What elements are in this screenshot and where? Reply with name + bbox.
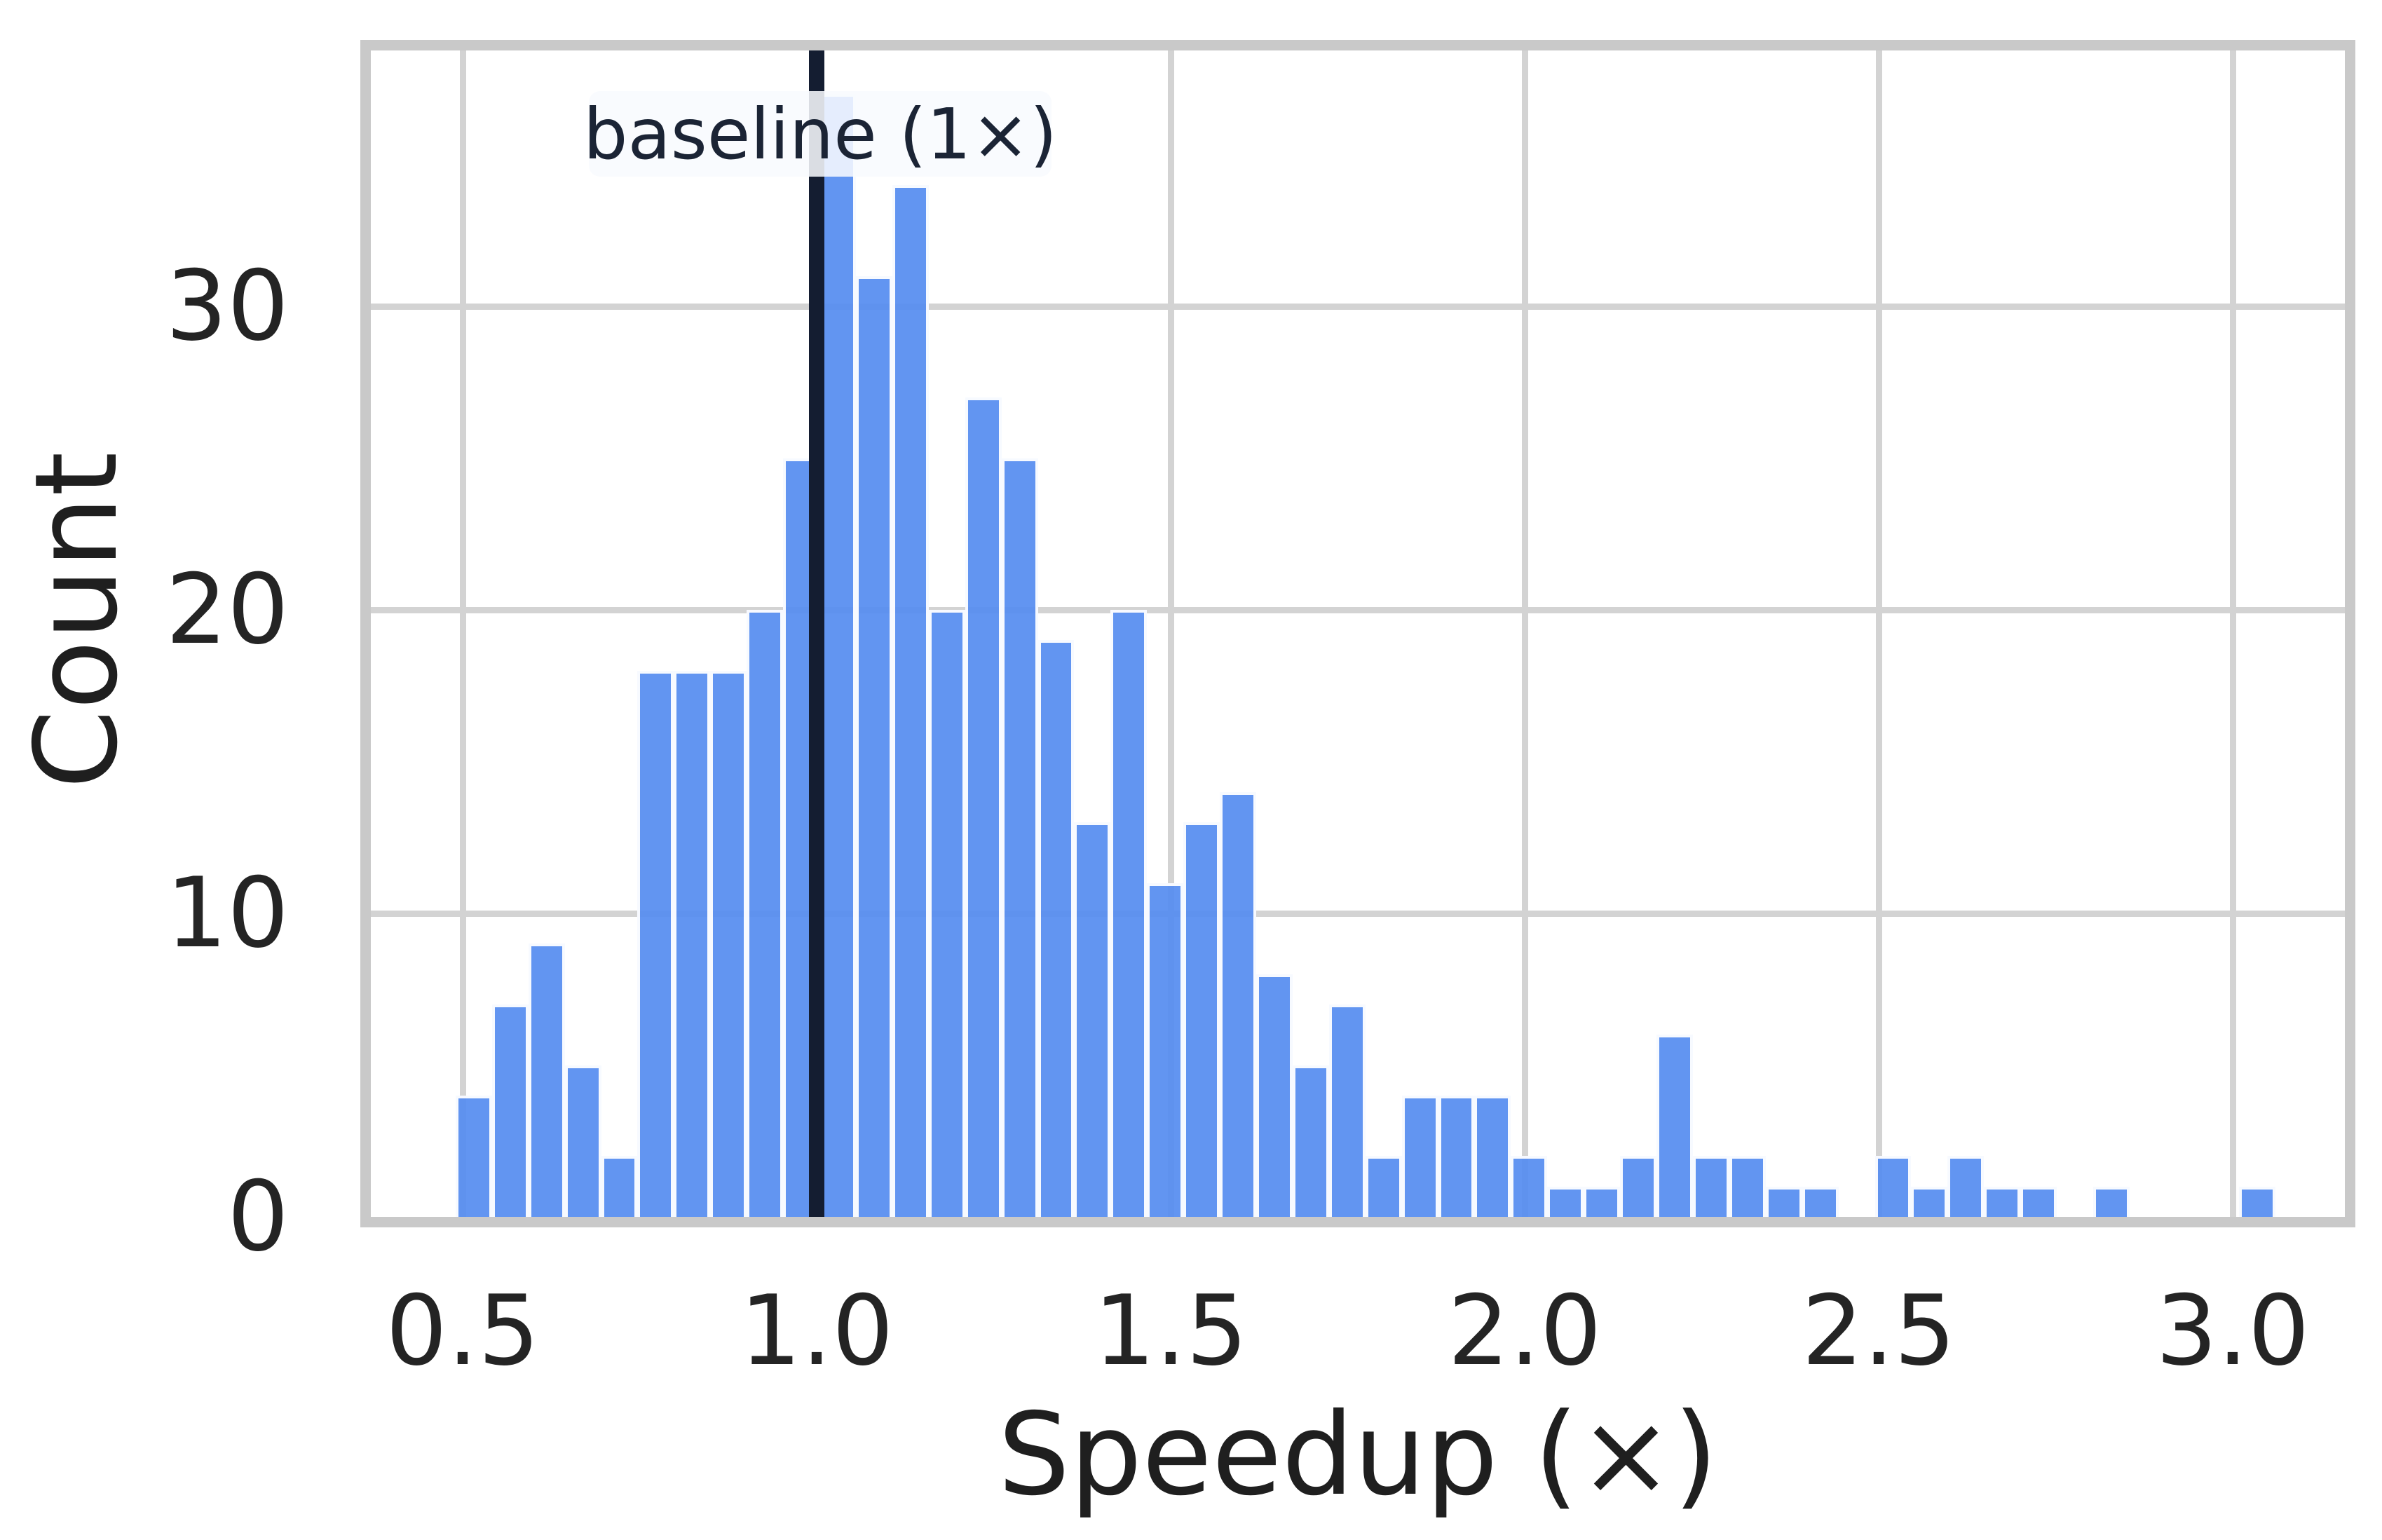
histogram-bar [1256, 974, 1293, 1217]
gridline-vertical [1168, 50, 1174, 1217]
histogram-bar [928, 610, 965, 1217]
histogram-bar [1765, 1186, 1802, 1217]
gridline-vertical [460, 50, 466, 1217]
histogram-bar [1292, 1065, 1329, 1217]
x-axis-label: Speedup (×) [998, 1389, 1718, 1521]
histogram-bar [819, 93, 856, 1217]
histogram-bar [674, 670, 711, 1217]
histogram-bar [2020, 1186, 2057, 1217]
histogram-bar [601, 1156, 638, 1217]
y-tick-label: 10 [165, 857, 289, 969]
histogram-bar [1874, 1156, 1912, 1217]
histogram-bar [1328, 1004, 1366, 1217]
gridline-vertical [2230, 50, 2236, 1217]
histogram-bar [1547, 1186, 1584, 1217]
histogram-bar [747, 610, 784, 1217]
histogram-bar [1183, 822, 1220, 1217]
baseline-line [809, 50, 824, 1217]
histogram-bar [1074, 822, 1111, 1217]
histogram-bar [1802, 1186, 1839, 1217]
histogram-bar [528, 943, 565, 1217]
histogram-bar [1692, 1156, 1729, 1217]
histogram-bar [1365, 1156, 1402, 1217]
histogram-bar [1110, 610, 1148, 1217]
histogram-bar [637, 670, 674, 1217]
histogram-bar [1147, 883, 1184, 1217]
histogram-bar [855, 275, 892, 1217]
histogram-bar [1438, 1095, 1475, 1217]
histogram-bar [1220, 791, 1256, 1217]
histogram-bar [1656, 1035, 1693, 1217]
y-tick-label: 0 [227, 1160, 289, 1273]
gridline-horizontal [371, 304, 2345, 310]
x-tick-label: 2.5 [1802, 1274, 1956, 1387]
x-tick-label: 1.5 [1094, 1274, 1248, 1387]
histogram-bar [2093, 1186, 2130, 1217]
histogram-bar [1511, 1156, 1548, 1217]
histogram-bar [1584, 1186, 1621, 1217]
y-axis-label: Count [11, 451, 143, 789]
x-tick-label: 1.0 [740, 1274, 894, 1387]
gridline-vertical [1876, 50, 1882, 1217]
histogram-bar [892, 184, 929, 1217]
gridline-vertical [1522, 50, 1528, 1217]
histogram-bar [1729, 1156, 1766, 1217]
histogram-bar [1401, 1095, 1438, 1217]
histogram-bar [564, 1065, 601, 1217]
histogram-bar [1474, 1095, 1511, 1217]
histogram-bar [965, 397, 1002, 1217]
histogram-bar [710, 670, 747, 1217]
histogram-bar [1037, 640, 1075, 1217]
gridline-horizontal [371, 607, 2345, 613]
histogram-bar [2238, 1186, 2275, 1217]
x-tick-label: 2.0 [1448, 1274, 1602, 1387]
baseline-annotation: baseline (1×) [583, 91, 1057, 177]
x-tick-label: 3.0 [2156, 1274, 2310, 1387]
histogram-bar [491, 1004, 529, 1217]
histogram-bar [1620, 1156, 1657, 1217]
histogram-bar [1984, 1186, 2021, 1217]
plot-area [360, 40, 2355, 1227]
x-tick-label: 0.5 [386, 1274, 540, 1387]
y-tick-label: 30 [165, 250, 289, 362]
gridline-horizontal [371, 911, 2345, 917]
histogram-bar [1001, 458, 1038, 1217]
histogram-bar [455, 1095, 492, 1217]
histogram-bar [1911, 1186, 1948, 1217]
y-tick-label: 20 [165, 553, 289, 666]
histogram-bar [1947, 1156, 1985, 1217]
